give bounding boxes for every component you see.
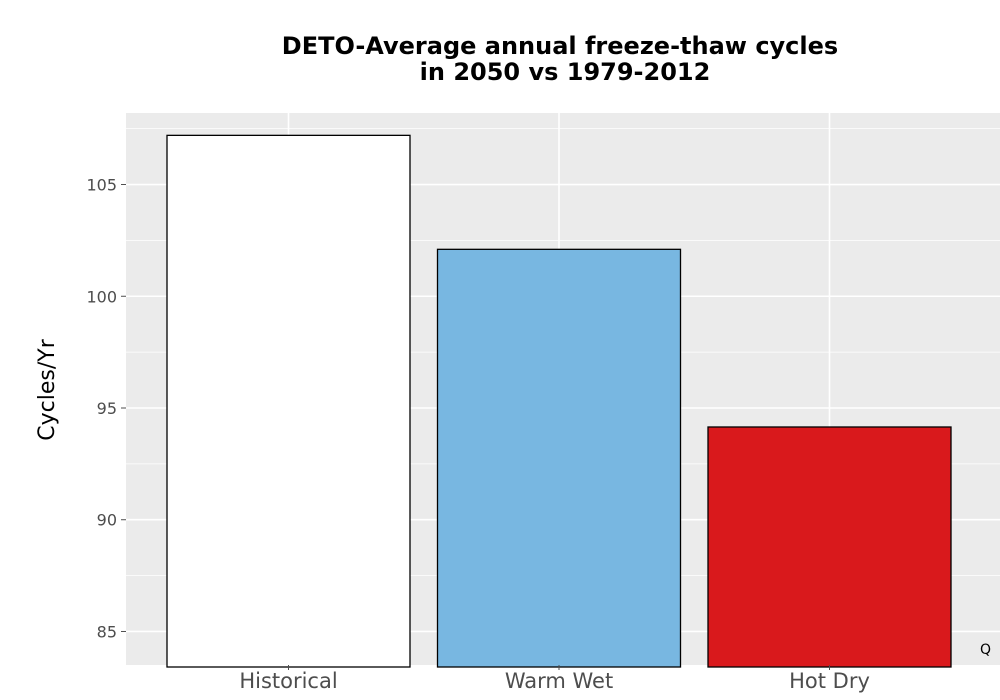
y-tick-label: 100: [86, 287, 117, 306]
x-tick-label: Hot Dry: [789, 669, 870, 693]
y-tick-label: 105: [86, 176, 117, 195]
y-tick-label: 90: [97, 511, 117, 530]
chart-title-line-1: DETO-Average annual freeze-thaw cycles: [282, 32, 838, 60]
bar-hot-dry: [707, 426, 952, 668]
y-axis-title: Cycles/Yr: [35, 338, 60, 440]
x-tick-label: Historical: [239, 669, 337, 693]
bars: [166, 134, 952, 668]
y-tick-label: 95: [97, 399, 117, 418]
bar-warm-wet: [436, 248, 682, 668]
bar-historical: [166, 134, 411, 668]
x-axis-ticks: Historical Warm Wet Hot Dry: [239, 665, 870, 693]
chart-title-line-2: in 2050 vs 1979-2012: [420, 58, 711, 86]
x-tick-label: Warm Wet: [505, 669, 613, 693]
corner-label: Q: [980, 642, 991, 658]
y-tick-label: 85: [97, 622, 117, 641]
y-axis-ticks: 85 90 95 100 105: [86, 176, 126, 641]
